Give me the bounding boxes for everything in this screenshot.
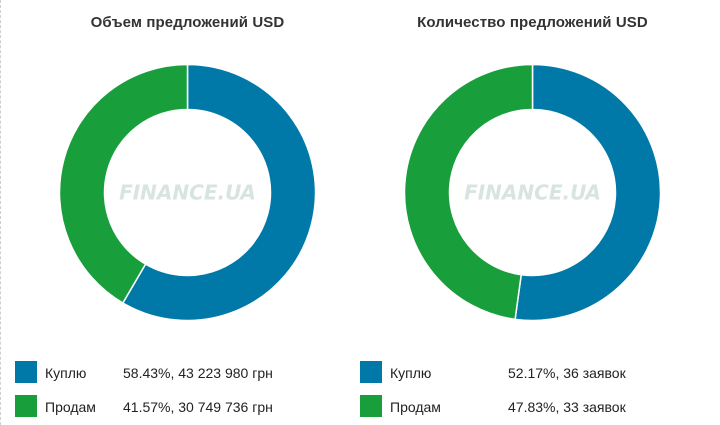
- legend-value-buy: 52.17%, 36 заявок: [508, 365, 626, 381]
- legend-value-buy: 58.43%, 43 223 980 грн: [123, 365, 273, 381]
- legend-item-sell: Продам 47.83%, 33 заявок: [360, 391, 705, 425]
- legend-swatch-buy: [360, 361, 382, 383]
- legend-label-buy: Куплю: [390, 365, 432, 381]
- chart-panel-count: Количество предложений USD FINANCE.UA Ку…: [360, 0, 705, 425]
- donut-chart-count: FINANCE.UA: [403, 63, 662, 322]
- chart-title: Количество предложений USD: [417, 14, 648, 31]
- donut-slice-buy: [514, 63, 662, 322]
- legend-label-buy: Куплю: [45, 365, 87, 381]
- legend-swatch-buy: [15, 361, 37, 383]
- legend-label-sell: Продам: [390, 399, 441, 415]
- legend-swatch-sell: [360, 395, 382, 417]
- legend-label-sell: Продам: [45, 399, 96, 415]
- donut-chart-volume: FINANCE.UA: [58, 63, 317, 322]
- donut-slice-buy: [121, 63, 317, 322]
- legend-swatch-sell: [15, 395, 37, 417]
- page-left-border: [0, 0, 1, 425]
- watermark-logo: FINANCE.UA: [464, 181, 601, 205]
- legend-item-buy: Куплю 52.17%, 36 заявок: [360, 357, 705, 391]
- donut-slice-sell: [403, 63, 534, 321]
- watermark-logo: FINANCE.UA: [119, 181, 256, 205]
- legend-item-sell: Продам 41.57%, 30 749 736 грн: [15, 391, 360, 425]
- legend-value-sell: 47.83%, 33 заявок: [508, 399, 626, 415]
- legend-value-sell: 41.57%, 30 749 736 грн: [123, 399, 273, 415]
- chart-title: Объем предложений USD: [90, 14, 285, 31]
- legend-item-buy: Куплю 58.43%, 43 223 980 грн: [15, 357, 360, 391]
- donut-slice-sell: [58, 63, 189, 304]
- legend: Куплю 52.17%, 36 заявок Продам 47.83%, 3…: [360, 357, 705, 425]
- chart-panel-volume: Объем предложений USD FINANCE.UA Куплю 5…: [15, 0, 360, 425]
- legend: Куплю 58.43%, 43 223 980 грн Продам 41.5…: [15, 357, 360, 425]
